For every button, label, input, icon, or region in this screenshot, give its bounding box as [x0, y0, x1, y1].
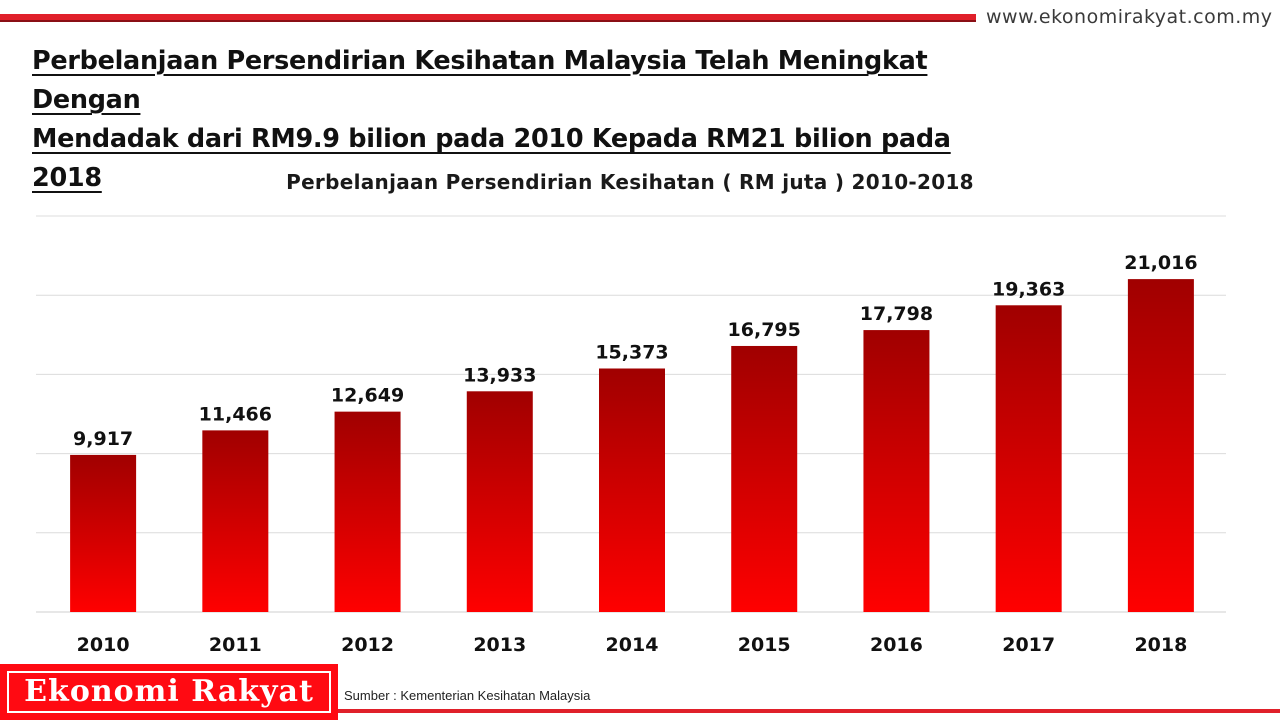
bars [70, 279, 1194, 612]
bar-2018 [1127, 279, 1194, 612]
bar-chart: 9,917 11,466 12,649 13,933 15,373 16,795 17,79… [36, 215, 1226, 656]
bar-2011 [202, 430, 269, 612]
brand-logo: Ekonomi Rakyat [0, 664, 338, 720]
bar-2017 [995, 305, 1062, 612]
x-tick-2015: 2015 [738, 634, 791, 656]
data-label-2015: 16,795 [728, 319, 801, 341]
x-tick-2016: 2016 [870, 634, 923, 656]
x-tick-2012: 2012 [341, 634, 394, 656]
x-tick-2013: 2013 [473, 634, 526, 656]
value-labels: 9,917 11,466 12,649 13,933 15,373 16,795 17,79… [73, 252, 1197, 450]
bar-2010 [70, 454, 137, 612]
x-tick-2017: 2017 [1002, 634, 1055, 656]
data-label-2016: 17,798 [860, 303, 933, 325]
data-label-2018: 21,016 [1124, 252, 1197, 274]
chart-title: Perbelanjaan Persendirian Kesihatan ( RM… [286, 170, 974, 194]
bar-2014 [599, 368, 665, 612]
headline-line-1: Perbelanjaan Persendirian Kesihatan Mala… [32, 46, 928, 115]
x-tick-2018: 2018 [1134, 634, 1187, 656]
data-label-2017: 19,363 [992, 278, 1065, 300]
data-label-2010: 9,917 [73, 428, 133, 450]
x-tick-2011: 2011 [209, 634, 262, 656]
source-note: Sumber : Kementerian Kesihatan Malaysia [344, 688, 591, 703]
brand-logo-text: Ekonomi Rakyat [24, 674, 314, 709]
data-label-2012: 12,649 [331, 385, 404, 407]
data-label-2011: 11,466 [199, 403, 272, 425]
data-label-2013: 13,933 [463, 364, 536, 386]
data-label-2014: 15,373 [595, 341, 668, 363]
website-url[interactable]: www.ekonomirakyat.com.my [986, 6, 1273, 28]
bar-2015 [731, 345, 798, 612]
bar-2012 [334, 411, 401, 612]
x-tick-labels: 2010 2011 2012 2013 2014 2015 2016 2017 2018 [77, 634, 1188, 656]
footer-red-rule [338, 709, 1280, 713]
bar-2016 [863, 330, 930, 612]
headline: Perbelanjaan Persendirian Kesihatan Mala… [32, 42, 992, 198]
x-tick-2010: 2010 [77, 634, 130, 656]
headline-line-2: Mendadak dari RM9.9 bilion pada 2010 Kep… [32, 124, 951, 193]
top-red-rule [0, 14, 976, 22]
bar-2013 [466, 391, 533, 612]
brand-logo-frame: Ekonomi Rakyat [7, 671, 331, 713]
x-tick-2014: 2014 [606, 634, 659, 656]
